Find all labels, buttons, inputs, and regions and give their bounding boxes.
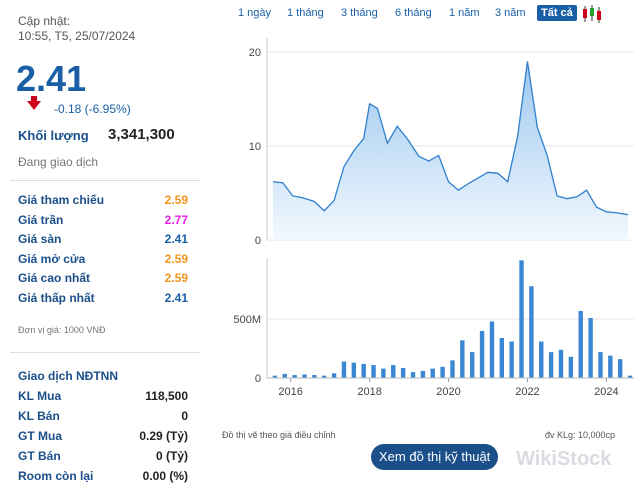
price-row-value: 2.41	[164, 232, 188, 246]
volume-bar	[598, 352, 603, 378]
price-tick-label: 0	[255, 235, 261, 247]
volume-bar	[341, 361, 347, 378]
down-arrow-icon	[31, 96, 37, 102]
volume-bar	[460, 340, 465, 378]
volume-tick-label: 0	[255, 373, 261, 385]
foreign-row-label: Room còn lại	[18, 469, 94, 483]
current-price: 2.41	[16, 58, 87, 99]
volume-bar	[331, 373, 337, 378]
foreign-row-label: KL Mua	[18, 389, 62, 403]
candlestick-icon[interactable]	[580, 4, 604, 24]
volume-bar	[558, 349, 564, 378]
price-row-label: Giá trần	[18, 212, 64, 227]
volume-bar	[410, 372, 416, 378]
volume-bar	[292, 375, 297, 378]
price-line	[272, 61, 629, 216]
volume-bar	[519, 260, 524, 378]
volume-bar	[568, 356, 574, 378]
tab-period[interactable]: 1 tháng	[287, 7, 324, 19]
update-time: 10:55, T5, 25/07/2024	[18, 29, 136, 43]
price-row-value: 2.59	[164, 193, 188, 207]
tab-period[interactable]: Tất cả	[537, 5, 577, 21]
volume-bar	[588, 318, 593, 378]
foreign-row-value: 0 (Tỷ)	[155, 449, 188, 463]
price-row-value: 2.77	[164, 212, 188, 227]
volume-bar	[322, 375, 327, 378]
volume-bar	[489, 321, 495, 378]
volume-bar	[312, 375, 317, 378]
x-tick-label: 2024	[594, 386, 618, 398]
volume-bar	[420, 370, 426, 378]
volume-bar	[548, 352, 554, 378]
price-area-fill	[272, 61, 629, 240]
divider	[10, 180, 200, 181]
volume-bar	[430, 368, 435, 378]
volume-bar	[400, 368, 406, 378]
volume-bar	[617, 359, 623, 378]
volume-label: Khối lượng	[18, 128, 89, 143]
divider	[10, 352, 200, 353]
price-tick-label: 20	[249, 47, 261, 59]
tab-period[interactable]: 3 năm	[495, 7, 526, 19]
price-row-label: Giá tham chiếu	[18, 193, 105, 207]
foreign-row-label: GT Bán	[18, 449, 61, 463]
foreign-row-value: 0.00 (%)	[142, 469, 188, 483]
volume-bar	[470, 352, 475, 378]
quote-panel: Cập nhật: 10:55, T5, 25/07/2024 2.41 -0.…	[0, 0, 200, 493]
price-row-label: Giá cao nhất	[18, 271, 91, 285]
volume-bar	[371, 365, 376, 378]
volume-bar	[391, 365, 396, 378]
volume-value: 3,341,300	[108, 126, 175, 143]
volume-tick-label: 500M	[233, 314, 261, 326]
price-volume-chart: 0 10 20 0 500M 2016 2018 2020 2022 2024	[233, 38, 634, 398]
volume-bar	[627, 375, 633, 378]
volume-bar	[499, 338, 505, 378]
adjusted-price-note: Đồ thị vẽ theo giá điều chỉnh	[222, 430, 336, 440]
down-arrow-icon-head	[27, 101, 41, 110]
volume-bar	[351, 362, 357, 378]
volume-bar	[539, 341, 544, 378]
price-row-value: 2.41	[164, 290, 188, 305]
x-tick-label: 2020	[436, 386, 460, 398]
price-tick-label: 10	[249, 141, 261, 153]
foreign-row-label: KL Bán	[18, 409, 60, 423]
trading-status: Đang giao dịch	[18, 155, 99, 169]
price-row-label: Giá sàn	[18, 232, 62, 246]
update-label: Cập nhật:	[18, 14, 71, 28]
price-row-label: Giá thấp nhất	[18, 290, 95, 305]
tab-period[interactable]: 1 ngày	[238, 7, 272, 19]
volume-bar	[282, 373, 287, 378]
x-tick-label: 2016	[278, 386, 302, 398]
tab-period[interactable]: 1 năm	[449, 7, 480, 19]
foreign-row-label: GT Mua	[18, 429, 62, 443]
foreign-row-value: 0.29 (Tỷ)	[139, 429, 188, 443]
volume-unit-note: đv KLg: 10,000cp	[544, 430, 615, 440]
volume-bar	[361, 363, 366, 378]
volume-bar	[272, 375, 278, 378]
wikistock-watermark: WikiStock	[516, 448, 612, 470]
volume-bar	[450, 360, 455, 378]
tab-period[interactable]: 6 tháng	[395, 7, 432, 19]
volume-bar	[578, 310, 583, 378]
price-row-label: Giá mở cửa	[18, 251, 86, 266]
technical-chart-button[interactable]: Xem đồ thị kỹ thuật	[371, 444, 499, 470]
volume-bar	[440, 366, 445, 378]
price-row-value: 2.59	[164, 251, 188, 266]
volume-bar	[381, 368, 386, 378]
price-unit-note: Đơn vị giá: 1000 VNĐ	[18, 325, 106, 335]
price-change: -0.18 (-6.95%)	[54, 102, 131, 116]
volume-bar	[302, 374, 307, 378]
foreign-row-value: 118,500	[145, 389, 188, 403]
tab-period[interactable]: 3 tháng	[341, 7, 378, 19]
volume-bar	[479, 330, 485, 378]
x-tick-label: 2022	[515, 386, 539, 398]
foreign-trading-title: Giao dịch NĐTNN	[18, 369, 119, 383]
volume-bar	[509, 341, 514, 378]
x-tick-label: 2018	[357, 386, 381, 398]
price-row-value: 2.59	[164, 271, 188, 285]
volume-bar	[529, 286, 534, 378]
foreign-row-value: 0	[181, 409, 188, 423]
volume-bar	[608, 355, 613, 378]
